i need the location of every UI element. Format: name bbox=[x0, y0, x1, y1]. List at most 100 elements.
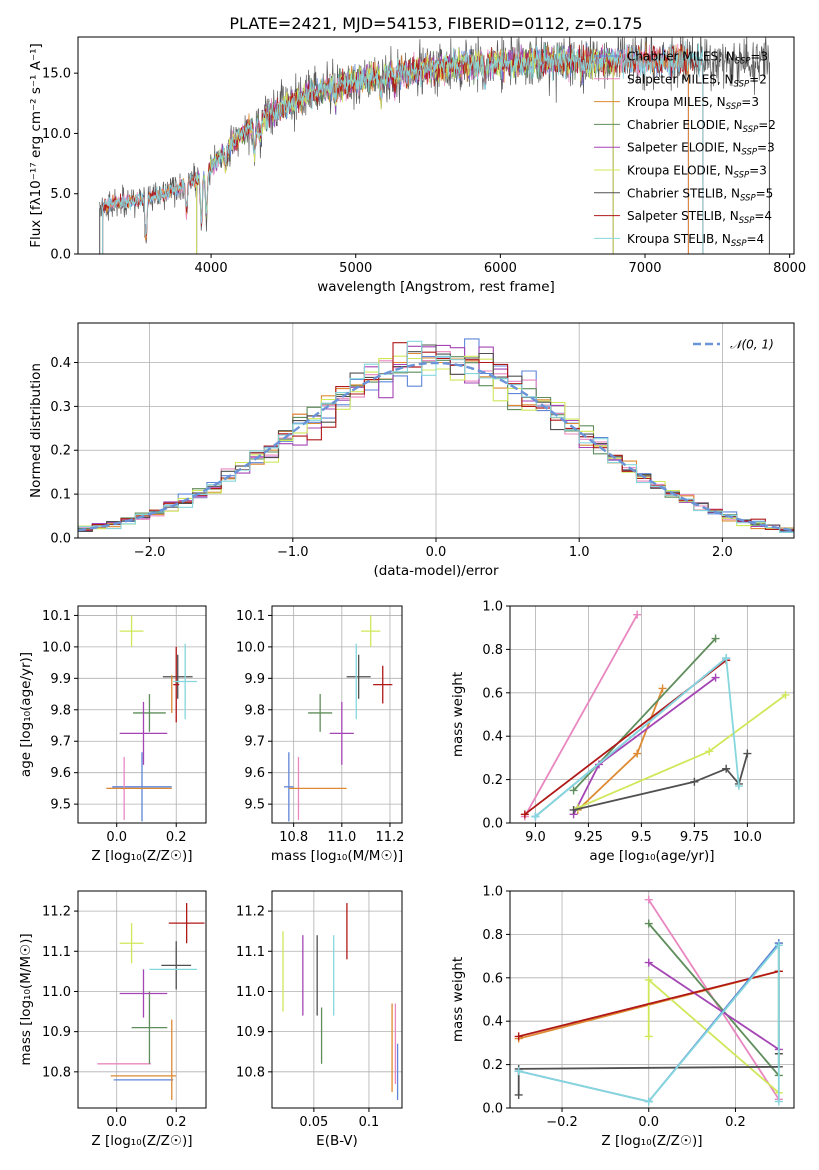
plus-marker bbox=[743, 749, 752, 758]
legend-label-subscript: SSP bbox=[726, 102, 742, 112]
errorbar-point bbox=[173, 646, 180, 723]
plus-marker bbox=[514, 1032, 523, 1041]
mass-weight-line bbox=[524, 614, 638, 817]
x-axis-label: Z [log₁₀(Z/Z☉)] bbox=[91, 1133, 192, 1149]
legend-label: Chabrier MILES, NSSP=3 bbox=[627, 50, 768, 67]
residuals-histogram-panel: −2.0 −1.0 0.0 1.0 2.0 0.0 0.1 0.2 0.3 0.4 (data-mo… bbox=[28, 322, 795, 579]
grid bbox=[272, 606, 402, 823]
errorbar-point bbox=[119, 969, 168, 1018]
y-tick-label: 10.9 bbox=[236, 1025, 265, 1040]
y-tick-label: 15.0 bbox=[42, 67, 71, 82]
legend-label-main: Chabrier MILES, N bbox=[627, 50, 735, 64]
legend-entry: Salpeter STELIB, NSSP=4 bbox=[594, 209, 772, 226]
x-tick-label: 4000 bbox=[195, 261, 228, 276]
legend-label-value: =3 bbox=[741, 95, 759, 109]
legend-label-value: =3 bbox=[749, 164, 767, 178]
residual-histogram-step bbox=[78, 340, 794, 533]
legend-label-subscript: SSP bbox=[740, 193, 756, 203]
y-tick-label: 0.0 bbox=[50, 248, 71, 263]
legend-label: Chabrier ELODIE, NSSP=2 bbox=[627, 118, 776, 135]
errorbar-point bbox=[119, 701, 168, 765]
legend-label-subscript: SSP bbox=[739, 216, 755, 226]
residuals-legend: 𝒩(0, 1) bbox=[693, 338, 774, 352]
y-tick-label: 0.0 bbox=[482, 1102, 503, 1117]
y-tick-label: 10.1 bbox=[236, 609, 265, 624]
legend-label: 𝒩(0, 1) bbox=[730, 338, 774, 352]
legend-label-value: =2 bbox=[758, 118, 776, 132]
plus-marker bbox=[690, 777, 699, 786]
plot-area bbox=[514, 895, 783, 1106]
legend-label-main: Chabrier STELIB, N bbox=[627, 186, 740, 200]
x-tick-label: 0.0 bbox=[426, 545, 447, 560]
y-axis-label: mass [log₁₀(M/M☉)] bbox=[18, 933, 34, 1065]
spectrum-series-line bbox=[102, 41, 703, 236]
legend-label-main: Chabrier ELODIE, N bbox=[627, 118, 743, 132]
y-tick-label: 9.6 bbox=[244, 766, 265, 781]
plus-marker bbox=[774, 1097, 783, 1106]
errorbar-point bbox=[308, 694, 333, 732]
legend-label-value: =5 bbox=[756, 186, 774, 200]
plus-marker bbox=[514, 1090, 523, 1099]
axes-frame bbox=[509, 605, 795, 824]
errorbar-point bbox=[284, 752, 294, 822]
plus-marker bbox=[644, 895, 653, 904]
x-tick-label: 6000 bbox=[484, 261, 517, 276]
plus-marker bbox=[658, 684, 667, 693]
plot-area bbox=[97, 903, 205, 1100]
y-tick-label: 11.2 bbox=[236, 905, 265, 920]
plot-area bbox=[520, 610, 790, 821]
legend-label-subscript: SSP bbox=[734, 171, 750, 181]
plot-area bbox=[78, 338, 794, 533]
legend-label-subscript: SSP bbox=[741, 148, 757, 158]
legend-label-value: =4 bbox=[747, 232, 765, 246]
axes-frame bbox=[77, 36, 795, 255]
legend-entry: Chabrier STELIB, NSSP=5 bbox=[594, 186, 773, 203]
y-tick-label: 9.5 bbox=[244, 798, 265, 813]
errorbar-point bbox=[162, 654, 193, 699]
y-tick-label: 9.8 bbox=[244, 703, 265, 718]
x-tick-label: −0.2 bbox=[546, 1115, 578, 1130]
x-tick-label: 9.5 bbox=[631, 830, 652, 845]
figure-title: PLATE=2421, MJD=54153, FIBERID=0112, z=0… bbox=[229, 14, 642, 33]
axes-frame bbox=[271, 890, 403, 1109]
x-tick-label: 0.0 bbox=[106, 1115, 127, 1130]
spectrum-series-line bbox=[102, 41, 689, 241]
errorbar-point bbox=[112, 752, 172, 822]
plus-marker bbox=[644, 1032, 653, 1041]
spectrum-series-line bbox=[102, 43, 689, 241]
x-tick-label: −2.0 bbox=[134, 545, 166, 560]
plus-marker bbox=[520, 810, 529, 819]
y-tick-label: 10.8 bbox=[42, 1065, 71, 1080]
legend-label-value: =4 bbox=[754, 209, 772, 223]
x-tick-label: 9.25 bbox=[574, 830, 603, 845]
y-axis-label: Normed distribution bbox=[28, 363, 44, 498]
x-tick-label: 11.0 bbox=[327, 830, 356, 845]
plus-marker bbox=[722, 654, 731, 663]
legend-label: Chabrier STELIB, NSSP=5 bbox=[627, 186, 773, 203]
y-tick-label: 10.0 bbox=[42, 127, 71, 142]
legend-label: Kroupa MILES, NSSP=3 bbox=[627, 95, 759, 112]
plot-area bbox=[284, 615, 393, 822]
legend-label-subscript: SSP bbox=[743, 125, 759, 135]
plus-marker bbox=[644, 975, 653, 984]
x-tick-label: 0.0 bbox=[638, 1115, 659, 1130]
y-tick-label: 10.0 bbox=[42, 640, 71, 655]
y-axis-label: mass weight bbox=[450, 957, 466, 1042]
legend-entry: Kroupa MILES, NSSP=3 bbox=[594, 95, 759, 112]
mass-weight-series bbox=[531, 654, 743, 821]
plus-marker bbox=[705, 747, 714, 756]
y-tick-label: 1.0 bbox=[482, 885, 503, 900]
errorbar-point bbox=[361, 615, 381, 647]
y-tick-label: 0.6 bbox=[482, 686, 503, 701]
x-axis-label: E(B-V) bbox=[316, 1133, 358, 1149]
x-axis-label: age [log₁₀(age/yr)] bbox=[589, 848, 714, 864]
legend-entry: Kroupa STELIB, NSSP=4 bbox=[594, 232, 764, 249]
errorbar-point bbox=[161, 941, 192, 990]
mass-weight-series bbox=[573, 690, 790, 812]
plus-marker bbox=[644, 1097, 653, 1106]
x-tick-label: 1.0 bbox=[569, 545, 590, 560]
mass-weight-series bbox=[644, 975, 783, 1097]
spectrum-panel: 4000 5000 6000 7000 8000 0.0 5.0 10.0 15.0 wavele… bbox=[28, 36, 806, 295]
y-tick-label: 9.7 bbox=[244, 735, 265, 750]
plus-marker bbox=[633, 610, 642, 619]
